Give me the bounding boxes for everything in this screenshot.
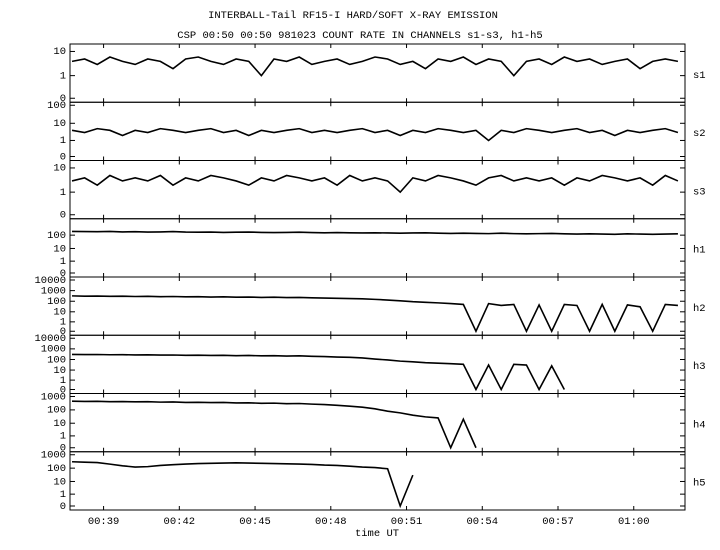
data-line [72,295,678,334]
y-tick-label: 10 [53,243,66,255]
y-tick-label: 1000 [41,285,66,297]
y-tick-label: 0 [60,210,66,222]
y-tick-label: 0 [60,93,66,105]
chart-title: INTERBALL-Tail RF15-I HARD/SOFT X-RAY EM… [208,10,498,22]
y-tick-label: 1000 [41,391,66,403]
data-line [72,230,678,236]
panel-frame [69,451,686,511]
chart-subtitle: CSP 00:50 00:50 981023 COUNT RATE IN CHA… [177,30,542,42]
data-line [72,400,477,450]
data-line [71,127,679,142]
panel-label: h2 [693,303,706,315]
y-tick-label: 100 [47,230,66,242]
y-tick-label: 100 [47,463,66,475]
y-tick-label: 1000 [41,344,66,356]
panel-label: s2 [693,128,706,140]
y-tick-label: 1 [60,187,66,199]
x-tick-label: 00:39 [88,516,120,528]
x-tick-label: 00:51 [391,516,423,528]
y-tick-label: 10 [53,418,66,430]
x-tick-label: 00:57 [542,516,574,528]
panel-label: s1 [693,70,706,82]
y-tick-label: 0 [60,326,66,338]
y-tick-label: 10000 [34,275,66,287]
y-tick-label: 1 [60,70,66,82]
panel-label: h1 [693,245,706,257]
x-tick-label: 00:42 [164,516,196,528]
y-tick-label: 10 [53,307,66,319]
y-tick-label: 100 [47,296,66,308]
panel-label: h4 [693,419,706,431]
y-tick-label: 100 [47,405,66,417]
y-tick-label: 10 [53,365,66,377]
x-tick-label: 00:48 [315,516,347,528]
y-tick-label: 10000 [34,333,66,345]
y-tick-label: 1 [60,256,66,268]
x-tick-label: 01:00 [618,516,650,528]
y-tick-label: 0 [60,501,66,513]
data-line [72,353,566,392]
y-tick-label: 1 [60,135,66,147]
y-tick-label: 0 [60,384,66,396]
y-tick-label: 0 [60,151,66,163]
y-tick-label: 0 [60,443,66,455]
y-tick-label: 10 [53,163,66,175]
y-tick-label: 1 [60,431,66,443]
y-tick-label: 1 [60,317,66,329]
x-axis-label: time UT [355,528,399,540]
y-tick-label: 1 [60,375,66,387]
data-line [71,460,414,509]
panel-label: h3 [693,361,706,373]
y-tick-label: 1000 [41,450,66,462]
y-tick-label: 100 [47,100,66,112]
data-line [71,174,679,194]
y-tick-label: 0 [60,268,66,280]
panel-label: h5 [693,478,706,490]
x-tick-label: 00:45 [239,516,271,528]
y-tick-label: 10 [53,118,66,130]
data-line [71,56,679,77]
y-tick-label: 100 [47,354,66,366]
panel-label: s3 [693,186,706,198]
y-tick-label: 10 [53,476,66,488]
y-tick-label: 10 [53,46,66,58]
y-tick-label: 1 [60,489,66,501]
x-tick-label: 00:54 [467,516,499,528]
